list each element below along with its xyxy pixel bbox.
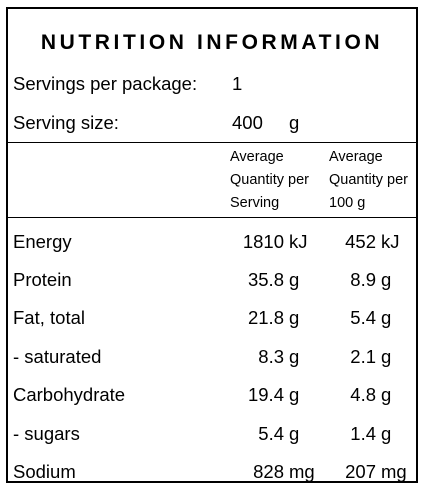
serving-value: 5.4 bbox=[258, 423, 284, 444]
serving-value: 828 bbox=[253, 461, 284, 482]
panel-title: NUTRITION INFORMATION bbox=[40, 31, 384, 54]
divider-header bbox=[8, 217, 416, 218]
servings-label: Servings per package: bbox=[13, 73, 198, 94]
per100-unit: g bbox=[381, 307, 392, 328]
serving-unit: g bbox=[289, 423, 300, 444]
nutrient-name: Protein bbox=[13, 269, 72, 290]
per100-unit: g bbox=[381, 269, 392, 290]
nutrient-name: - sugars bbox=[13, 423, 80, 444]
header-per-serving-line: Serving bbox=[230, 195, 280, 211]
per100-unit: g bbox=[381, 423, 392, 444]
nutrient-name: - saturated bbox=[13, 346, 102, 367]
serving-unit: kJ bbox=[289, 231, 308, 252]
nutrient-name: Carbohydrate bbox=[13, 384, 126, 405]
serving-unit: g bbox=[289, 346, 300, 367]
per100-value: 207 bbox=[345, 461, 376, 482]
serving-unit: mg bbox=[289, 461, 315, 482]
serving-value: 8.3 bbox=[258, 346, 284, 367]
serving-value: 19.4 bbox=[247, 384, 284, 405]
per100-unit: mg bbox=[381, 461, 407, 482]
header-per-serving-line: Quantity per bbox=[230, 172, 309, 188]
header-per-100g-line: Average bbox=[329, 149, 383, 165]
per100-value: 5.4 bbox=[350, 307, 376, 328]
per100-value: 1.4 bbox=[350, 423, 376, 444]
nutrient-name: Fat, total bbox=[13, 307, 85, 328]
per100-value: 2.1 bbox=[350, 346, 376, 367]
per100-value: 8.9 bbox=[350, 269, 376, 290]
header-per-100g-line: Quantity per bbox=[329, 172, 408, 188]
header-per-serving-line: Average bbox=[230, 149, 284, 165]
per100-unit: kJ bbox=[381, 231, 400, 252]
header-per-serving: Average Quantity per Serving bbox=[230, 146, 309, 215]
serving-value: 35.8 bbox=[247, 269, 284, 290]
header-per-100g: Average Quantity per 100 g bbox=[329, 146, 408, 215]
serving-size-label: Serving size: bbox=[13, 112, 119, 133]
serving-size-value: 400 bbox=[232, 112, 263, 133]
serving-unit: g bbox=[289, 269, 300, 290]
per100-value: 4.8 bbox=[350, 384, 376, 405]
header-per-100g-line: 100 g bbox=[329, 195, 366, 211]
per100-unit: g bbox=[381, 384, 392, 405]
divider-top bbox=[8, 142, 416, 143]
serving-value: 21.8 bbox=[247, 307, 284, 328]
serving-value: 1810 bbox=[242, 231, 284, 252]
serving-unit: g bbox=[289, 307, 300, 328]
servings-value: 1 bbox=[232, 73, 243, 94]
nutrient-name: Sodium bbox=[13, 461, 76, 482]
per100-value: 452 bbox=[345, 231, 376, 252]
serving-unit: g bbox=[289, 384, 300, 405]
per100-unit: g bbox=[381, 346, 392, 367]
serving-size-unit: g bbox=[289, 112, 300, 133]
nutrient-name: Energy bbox=[13, 231, 72, 252]
nutrition-panel: NUTRITION INFORMATION Servings per packa… bbox=[6, 7, 418, 483]
